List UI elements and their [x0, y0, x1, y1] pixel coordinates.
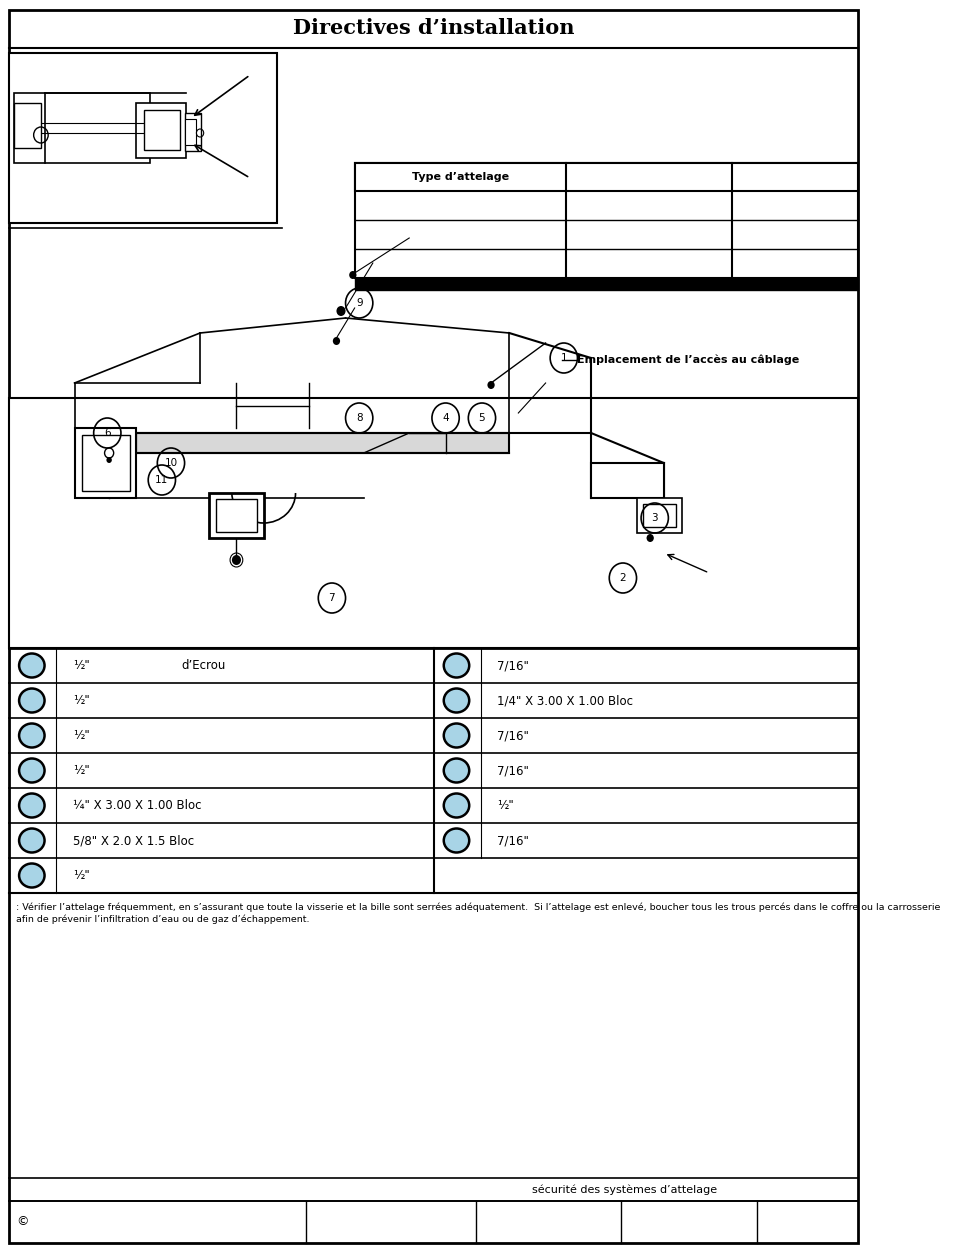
Ellipse shape [19, 723, 45, 748]
Circle shape [232, 555, 241, 565]
Text: 7/16": 7/16" [497, 659, 529, 672]
Text: Directives d’installation: Directives d’installation [293, 18, 574, 38]
Text: 10: 10 [164, 459, 177, 469]
Text: 7: 7 [328, 593, 335, 603]
Ellipse shape [443, 688, 469, 713]
Bar [13, 93, 150, 163]
Text: ½": ½" [72, 729, 90, 742]
Bar [209, 492, 263, 538]
Bar [136, 434, 509, 454]
Ellipse shape [19, 828, 45, 852]
Text: 2: 2 [618, 573, 625, 583]
Bar [185, 113, 201, 152]
Text: 7/16": 7/16" [497, 834, 529, 847]
Circle shape [333, 337, 339, 345]
Text: ½": ½" [72, 764, 90, 777]
Bar [185, 119, 195, 145]
Bar [355, 163, 858, 278]
Ellipse shape [443, 723, 469, 748]
Text: 8: 8 [355, 413, 362, 424]
Bar [136, 434, 509, 454]
Text: 3: 3 [651, 512, 658, 523]
Text: ½": ½" [497, 799, 514, 812]
Text: Type d’attelage: Type d’attelage [412, 172, 509, 182]
Bar [591, 464, 663, 497]
Text: 9: 9 [355, 298, 362, 308]
Bar [355, 278, 858, 289]
Text: 7/16": 7/16" [497, 764, 529, 777]
Bar [144, 110, 180, 150]
Text: ½": ½" [72, 870, 90, 882]
Text: 6: 6 [104, 429, 111, 439]
Ellipse shape [19, 688, 45, 713]
Text: ¼" X 3.00 X 1.00 Bloc: ¼" X 3.00 X 1.00 Bloc [72, 799, 201, 812]
Ellipse shape [443, 758, 469, 783]
Text: sécurité des systèmes d’attelage: sécurité des systèmes d’attelage [532, 1184, 717, 1195]
Text: ½": ½" [72, 659, 90, 672]
Bar [215, 499, 257, 533]
Circle shape [336, 306, 345, 316]
Bar [10, 398, 858, 648]
Ellipse shape [19, 793, 45, 817]
Circle shape [107, 457, 112, 464]
Text: 11: 11 [155, 475, 169, 485]
Text: 1: 1 [560, 353, 566, 363]
Bar [636, 497, 681, 533]
Text: Emplacement de l’accès au câblage: Emplacement de l’accès au câblage [577, 355, 799, 366]
Text: ©: © [16, 1215, 29, 1228]
Ellipse shape [443, 654, 469, 678]
Bar [82, 435, 130, 491]
Ellipse shape [19, 654, 45, 678]
Ellipse shape [19, 758, 45, 783]
Ellipse shape [443, 828, 469, 852]
Ellipse shape [443, 793, 469, 817]
Bar [10, 53, 277, 223]
Circle shape [487, 381, 495, 388]
Text: d’Ecrou: d’Ecrou [182, 659, 226, 672]
Bar [136, 103, 186, 158]
Text: 4: 4 [442, 413, 449, 424]
Text: 5: 5 [478, 413, 485, 424]
Ellipse shape [19, 863, 45, 887]
Bar [642, 504, 675, 528]
Bar [13, 103, 41, 148]
Text: 1/4" X 3.00 X 1.00 Bloc: 1/4" X 3.00 X 1.00 Bloc [497, 694, 633, 707]
Text: ½": ½" [72, 694, 90, 707]
Bar [355, 163, 858, 190]
Text: 5/8" X 2.0 X 1.5 Bloc: 5/8" X 2.0 X 1.5 Bloc [72, 834, 193, 847]
Bar [74, 429, 136, 497]
Circle shape [646, 534, 653, 543]
Text: 7/16": 7/16" [497, 729, 529, 742]
Text: : Vérifier l’attelage fréquemment, en s’assurant que toute la visserie et la bil: : Vérifier l’attelage fréquemment, en s’… [16, 903, 940, 923]
Circle shape [349, 271, 356, 279]
